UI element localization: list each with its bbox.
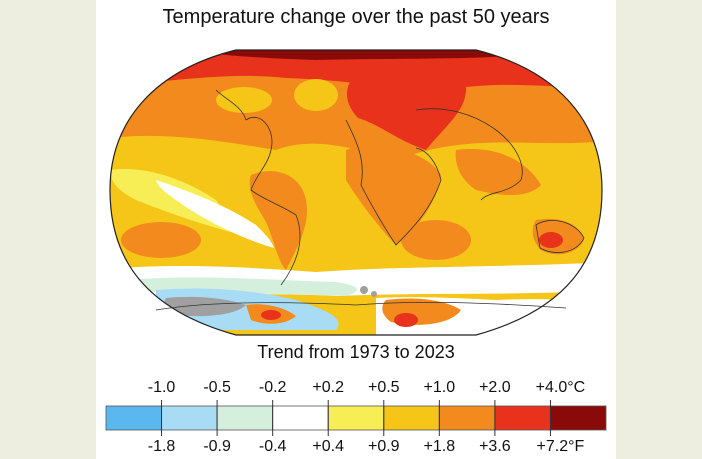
scale-swatch [383, 405, 440, 431]
fahrenheit-tick-label: +0.4 [312, 438, 345, 455]
celsius-tick-label: -0.2 [258, 379, 287, 396]
scale-swatch [550, 405, 607, 431]
fahrenheit-tick-label: -0.9 [203, 438, 231, 455]
scale-swatch [272, 405, 329, 431]
world-temperature-map [109, 49, 603, 336]
fahrenheit-tick-label: +7.2°F [536, 438, 585, 455]
map-fill [110, 50, 602, 335]
scale-swatch [216, 405, 274, 431]
fahrenheit-tick-label: +1.8 [423, 438, 456, 455]
trend-subtitle: Trend from 1973 to 2023 [257, 342, 455, 362]
globe-outline [109, 49, 603, 336]
color-scale-bar [105, 400, 607, 436]
fahrenheit-tick-label: +3.6 [479, 438, 511, 455]
scale-swatch [327, 405, 385, 431]
celsius-tick-label: +0.5 [367, 379, 400, 396]
fahrenheit-tick-label: +0.9 [367, 438, 400, 455]
celsius-tick-label: -1.0 [147, 379, 176, 396]
scale-swatch [161, 405, 218, 431]
figure-panel: Temperature change over the past 50 year… [96, 0, 616, 459]
fahrenheit-tick-label: -1.8 [147, 438, 176, 455]
celsius-tick-label: +4.0°C [535, 379, 586, 396]
scale-swatch [494, 405, 551, 431]
celsius-tick-label: +0.2 [312, 379, 345, 396]
fahrenheit-tick-label: -0.4 [258, 438, 287, 455]
celsius-tick-label: +1.0 [423, 379, 456, 396]
scale-swatch [438, 405, 496, 431]
coastlines [155, 89, 585, 311]
map-title: Temperature change over the past 50 year… [162, 6, 550, 28]
scale-swatch [105, 405, 162, 431]
celsius-tick-label: +2.0 [479, 379, 511, 396]
celsius-tick-label: -0.5 [203, 379, 231, 396]
